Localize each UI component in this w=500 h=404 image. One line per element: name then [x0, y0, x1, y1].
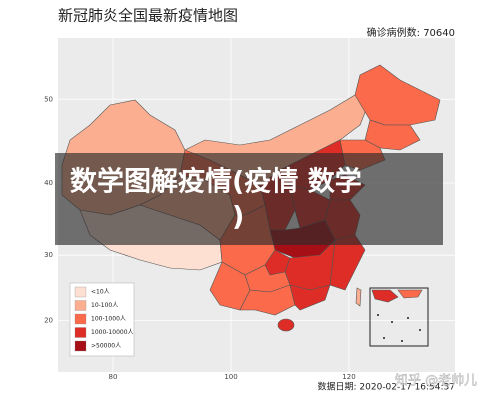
legend-label: 100-1000人 [91, 316, 126, 323]
region [277, 318, 295, 332]
legend-swatch [74, 327, 87, 338]
legend-label: 10-100人 [91, 302, 118, 309]
region [355, 287, 362, 307]
inset-frame [369, 287, 429, 347]
legend-label: <10人 [91, 289, 110, 296]
region [289, 284, 331, 311]
axes: 50 40 30 20 80 100 120 [44, 95, 356, 381]
banner-bg [55, 153, 443, 245]
banner-text: ) [232, 202, 244, 233]
inset [369, 287, 429, 347]
legend-label: 1000-10000人 [91, 329, 134, 336]
region [239, 284, 296, 316]
y-tick-label: 50 [44, 95, 53, 103]
legend-label: >50000人 [91, 343, 121, 350]
watermark: 知乎 @老帅儿 [395, 373, 477, 389]
banner-text: 数学图解疫情(疫情 数学 [70, 166, 362, 198]
region [397, 289, 423, 299]
islands [377, 314, 421, 342]
legend-swatch [74, 313, 87, 325]
title: 新冠肺炎全国最新疫情地图 [58, 7, 238, 25]
y-tick-label: 30 [44, 251, 53, 259]
legend-swatch [74, 300, 87, 311]
subtitle: 确诊病例数: 70640 [367, 26, 455, 39]
x-tick-label: 80 [109, 373, 118, 381]
legend-swatch [74, 340, 87, 352]
footer: 数据日期: 2020-02-17 16:54:37 [318, 381, 455, 393]
region [371, 289, 399, 303]
x-tick-label: 120 [342, 373, 355, 381]
x-tick-label: 100 [224, 373, 237, 381]
y-tick-label: 40 [44, 179, 53, 187]
legend-swatch [74, 286, 87, 298]
legend: <10人 10-100人 100-1000人 1000-10000人 >50000人 [69, 282, 135, 357]
y-tick-label: 20 [44, 316, 53, 324]
